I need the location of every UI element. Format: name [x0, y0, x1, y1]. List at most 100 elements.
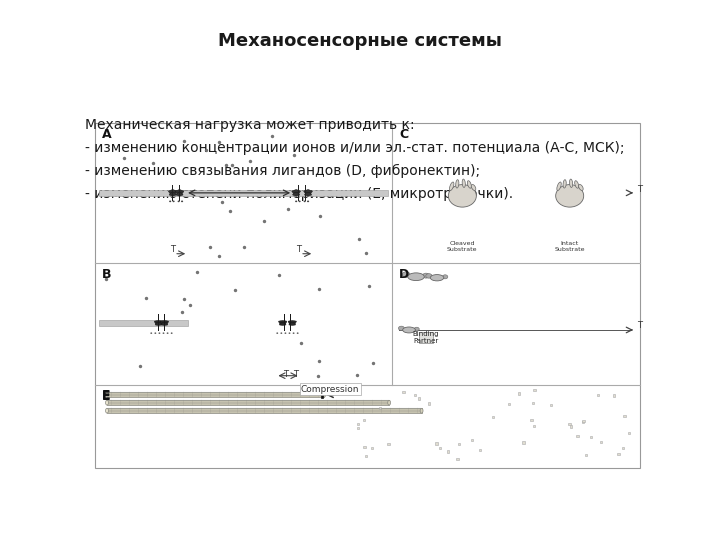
- Ellipse shape: [579, 185, 583, 191]
- Wedge shape: [155, 322, 162, 326]
- Ellipse shape: [563, 180, 566, 188]
- Ellipse shape: [297, 333, 299, 334]
- Wedge shape: [176, 192, 183, 196]
- Bar: [568, 423, 570, 426]
- Ellipse shape: [449, 185, 477, 207]
- Bar: [179, 185, 180, 200]
- Wedge shape: [169, 192, 176, 196]
- Ellipse shape: [556, 185, 584, 207]
- Text: Intact
Substrate: Intact Substrate: [554, 241, 585, 252]
- Ellipse shape: [106, 408, 109, 413]
- Ellipse shape: [414, 327, 419, 331]
- Bar: [438, 447, 441, 449]
- Text: Механическая нагрузка может приводить к:: Механическая нагрузка может приводить к:: [85, 118, 415, 132]
- Bar: [371, 447, 373, 449]
- Text: T: T: [637, 185, 642, 194]
- Bar: [534, 425, 536, 427]
- Text: T: T: [296, 245, 301, 254]
- Ellipse shape: [166, 333, 168, 334]
- Bar: [617, 453, 620, 455]
- Text: Compression: Compression: [301, 384, 359, 394]
- Bar: [321, 392, 323, 397]
- Bar: [428, 402, 431, 404]
- Bar: [172, 185, 174, 200]
- Wedge shape: [161, 320, 168, 325]
- Bar: [479, 449, 481, 451]
- Ellipse shape: [402, 327, 415, 333]
- Bar: [402, 390, 405, 393]
- Bar: [523, 441, 525, 444]
- Text: T: T: [294, 370, 299, 379]
- Bar: [107, 400, 389, 405]
- Ellipse shape: [299, 200, 301, 202]
- Wedge shape: [161, 322, 168, 326]
- Text: - изменению связывания лигандов (D, фибронектин);: - изменению связывания лигандов (D, фибр…: [85, 164, 480, 178]
- Ellipse shape: [423, 273, 429, 278]
- Text: T: T: [170, 245, 175, 254]
- Text: C: C: [399, 128, 408, 141]
- Ellipse shape: [420, 408, 423, 413]
- Bar: [290, 314, 291, 332]
- Ellipse shape: [169, 200, 171, 202]
- Text: T: T: [284, 370, 289, 379]
- Bar: [492, 416, 494, 419]
- Ellipse shape: [158, 333, 161, 334]
- Ellipse shape: [154, 333, 156, 334]
- Bar: [284, 314, 285, 332]
- Bar: [577, 435, 579, 437]
- Ellipse shape: [462, 179, 465, 187]
- Text: Механосенсорные системы: Механосенсорные системы: [218, 32, 502, 50]
- Bar: [622, 447, 624, 449]
- Bar: [305, 185, 306, 200]
- Bar: [379, 407, 381, 409]
- Bar: [458, 443, 460, 445]
- Bar: [107, 392, 324, 397]
- Bar: [357, 423, 359, 426]
- Ellipse shape: [408, 273, 424, 281]
- Bar: [158, 314, 159, 332]
- Ellipse shape: [181, 200, 183, 202]
- Wedge shape: [288, 320, 297, 325]
- Text: - изменению концентрации ионов и/или эл.-стат. потенциала (А-С, МСК);: - изменению концентрации ионов и/или эл.…: [85, 141, 624, 155]
- Ellipse shape: [178, 200, 180, 202]
- Bar: [363, 418, 365, 421]
- Ellipse shape: [289, 333, 290, 334]
- Ellipse shape: [472, 185, 476, 191]
- Bar: [298, 185, 300, 200]
- Wedge shape: [292, 192, 300, 196]
- Text: Binding
Partner: Binding Partner: [413, 332, 439, 345]
- Ellipse shape: [292, 333, 294, 334]
- Ellipse shape: [387, 400, 390, 405]
- Wedge shape: [279, 320, 287, 325]
- Wedge shape: [175, 190, 184, 194]
- Wedge shape: [154, 320, 163, 325]
- Bar: [570, 426, 572, 428]
- Ellipse shape: [431, 274, 444, 281]
- Wedge shape: [168, 190, 177, 194]
- Bar: [600, 441, 602, 443]
- Text: D: D: [399, 268, 409, 281]
- Ellipse shape: [398, 326, 405, 330]
- Bar: [508, 403, 510, 405]
- Ellipse shape: [163, 333, 164, 334]
- Ellipse shape: [304, 200, 306, 202]
- Ellipse shape: [442, 275, 448, 279]
- Bar: [550, 404, 552, 406]
- Ellipse shape: [570, 179, 572, 187]
- Bar: [364, 446, 366, 448]
- Ellipse shape: [173, 200, 175, 202]
- Bar: [99, 320, 188, 326]
- Bar: [99, 190, 388, 195]
- Bar: [436, 442, 438, 444]
- Ellipse shape: [150, 333, 152, 334]
- Bar: [456, 458, 459, 461]
- Ellipse shape: [307, 200, 309, 202]
- Bar: [534, 389, 536, 392]
- Bar: [582, 420, 585, 422]
- Ellipse shape: [426, 274, 432, 278]
- Text: A: A: [102, 128, 112, 141]
- Bar: [613, 394, 615, 396]
- Ellipse shape: [106, 400, 109, 405]
- Bar: [447, 450, 449, 453]
- Bar: [387, 442, 390, 445]
